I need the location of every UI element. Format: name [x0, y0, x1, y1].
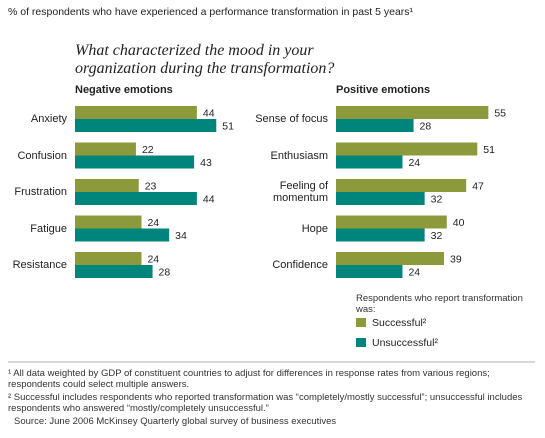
category-label: Feeling of momentum	[272, 180, 328, 204]
category-label: Enthusiasm	[270, 149, 328, 162]
bar	[75, 192, 197, 205]
bar	[336, 142, 478, 156]
value-label: 24	[147, 253, 159, 265]
value-label: 40	[453, 217, 465, 229]
value-label: 43	[200, 157, 212, 169]
value-label: 32	[431, 230, 443, 242]
value-label: 24	[408, 266, 420, 278]
value-label: 47	[472, 180, 484, 192]
legend-label: Unsuccessful²	[372, 337, 438, 349]
bar	[75, 215, 142, 229]
value-label: 51	[222, 120, 234, 132]
bar	[75, 155, 195, 169]
question: What characterized the mood in your orga…	[75, 42, 335, 77]
value-label: 22	[142, 144, 154, 156]
value-label: 44	[203, 107, 215, 119]
bar	[75, 252, 142, 265]
footnote: ¹ All data weighted by GDP of constituen…	[8, 368, 490, 390]
bar	[336, 106, 489, 119]
bar	[75, 142, 136, 156]
value-label: 23	[145, 180, 157, 192]
category-label: Confidence	[272, 259, 328, 271]
value-label: 55	[494, 107, 506, 119]
value-label: 28	[159, 266, 171, 278]
value-label: 34	[175, 230, 187, 242]
legend-title: Respondents who report transformation wa…	[356, 293, 523, 315]
value-label: 24	[147, 217, 159, 229]
bar	[336, 215, 447, 229]
value-label: 51	[483, 144, 495, 156]
panel-title: Negative emotions	[75, 84, 173, 96]
bar	[75, 106, 197, 119]
category-label: Anxiety	[30, 113, 67, 125]
legend-swatch	[356, 318, 366, 327]
bar	[75, 228, 170, 242]
category-label: Resistance	[12, 259, 67, 271]
category-label: Frustration	[14, 186, 67, 198]
source: Source: June 2006 McKinsey Quarterly glo…	[14, 416, 337, 427]
value-label: 32	[431, 193, 443, 205]
footnote: ² Successful includes respondents who re…	[8, 392, 523, 414]
category-label: Sense of focus	[255, 113, 328, 125]
bar	[336, 119, 414, 132]
category-label: Hope	[301, 222, 328, 235]
bar	[336, 252, 445, 265]
value-label: 24	[408, 157, 420, 169]
bar	[336, 228, 425, 242]
bar	[336, 192, 425, 205]
value-label: 44	[203, 193, 215, 205]
value-label: 28	[420, 120, 432, 132]
note: % of respondents who have experienced a …	[8, 6, 414, 18]
bar	[336, 155, 403, 169]
legend-swatch	[356, 338, 366, 347]
panel-title: Positive emotions	[336, 84, 431, 96]
category-label: Fatigue	[30, 222, 67, 235]
value-label: 39	[450, 253, 462, 265]
bar	[75, 119, 217, 132]
bar	[75, 179, 139, 192]
legend-label: Successful²	[372, 317, 427, 329]
category-label: Confusion	[17, 149, 67, 162]
bar	[336, 265, 403, 278]
bar	[75, 265, 153, 278]
bar	[336, 179, 467, 192]
